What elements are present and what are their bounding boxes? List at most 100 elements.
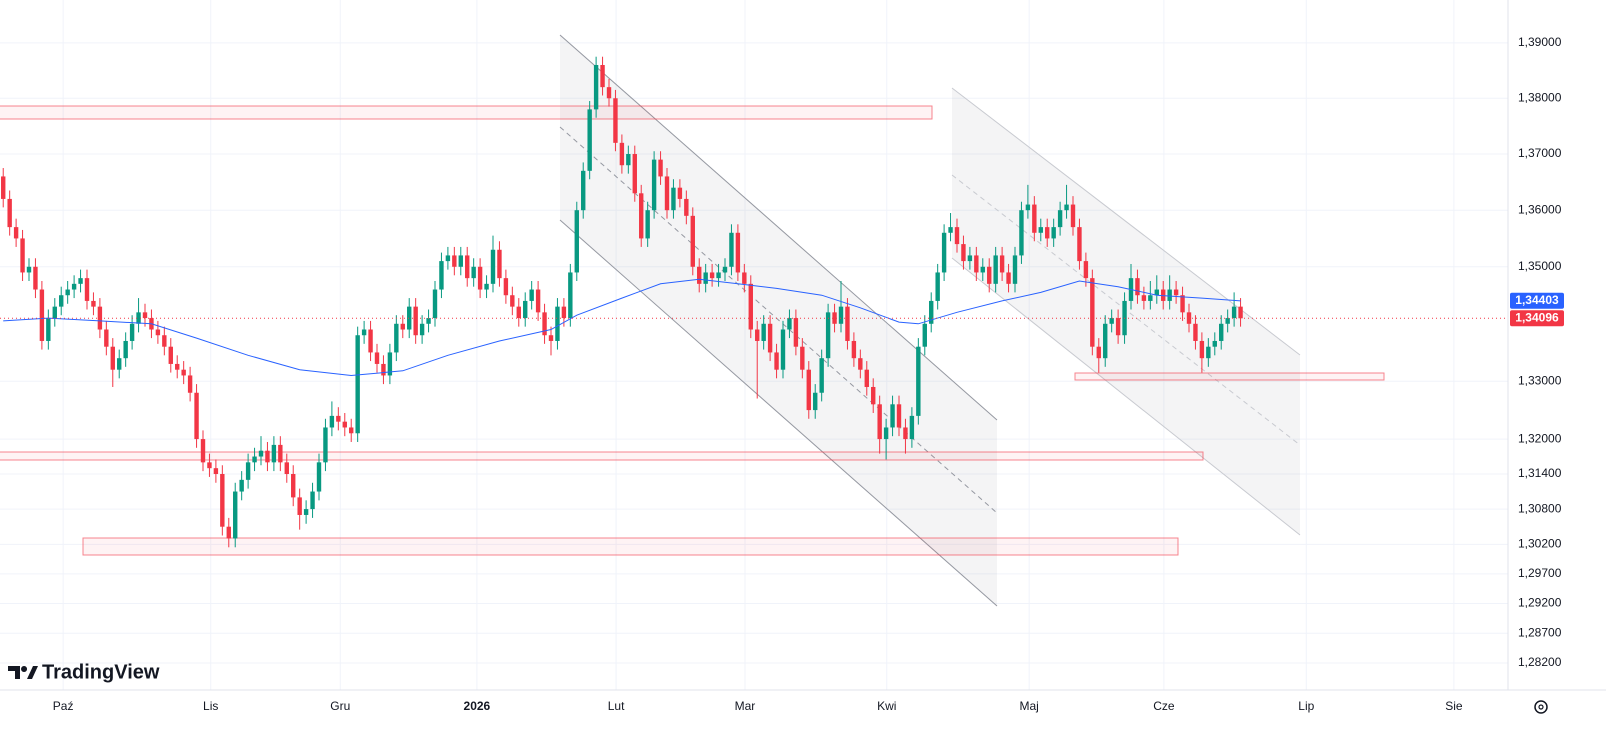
- x-tick-label: Mar: [735, 699, 756, 713]
- x-tick-label: Gru: [330, 699, 350, 713]
- candle-body: [155, 329, 161, 336]
- candle-body: [606, 87, 612, 99]
- candle-body: [239, 479, 244, 492]
- candle-body: [548, 335, 554, 341]
- candle-body: [1006, 272, 1011, 284]
- candle-body: [523, 300, 528, 319]
- candle-body: [1238, 306, 1243, 319]
- x-tick-label: Lis: [203, 699, 218, 713]
- candle-body: [471, 266, 476, 279]
- candle-body: [33, 266, 38, 290]
- candle-body: [916, 346, 921, 416]
- zone: [0, 105, 933, 120]
- candle-body: [271, 444, 277, 463]
- candle-body: [929, 300, 934, 324]
- candle-body: [252, 456, 257, 463]
- y-tick-label: 1,33000: [1518, 373, 1562, 387]
- candle-body: [658, 159, 663, 177]
- candle-body: [207, 462, 212, 469]
- y-tick-label: 1,38000: [1518, 90, 1562, 104]
- candle-body: [46, 318, 51, 341]
- candle-body: [413, 306, 418, 336]
- candle-body: [291, 474, 296, 498]
- candle-body: [1038, 227, 1043, 233]
- candle-body: [1115, 318, 1121, 336]
- logo: TradingView: [8, 661, 160, 683]
- gear[interactable]: [1534, 700, 1548, 714]
- candle-body: [561, 306, 567, 319]
- candle-body: [91, 300, 96, 307]
- zone: [82, 537, 1179, 556]
- candle-body: [117, 358, 122, 370]
- candle-body: [200, 439, 206, 463]
- candle-body: [664, 176, 670, 211]
- logo-icon: [8, 666, 38, 679]
- candle-body: [626, 154, 631, 166]
- candle-body: [806, 369, 811, 411]
- candle-body: [426, 318, 431, 324]
- y-tick-label: 1,30800: [1518, 501, 1562, 515]
- channel-line: [559, 34, 998, 421]
- candle-body: [922, 323, 927, 347]
- zone: [0, 451, 1204, 461]
- candle-body: [619, 142, 625, 166]
- candle-body: [458, 255, 463, 267]
- candle-body: [1135, 278, 1140, 296]
- candle-body: [703, 272, 708, 284]
- candle-body: [690, 215, 695, 267]
- candle-body: [110, 346, 115, 370]
- y-tick-label: 1,29700: [1518, 566, 1562, 580]
- candle-body: [65, 289, 70, 296]
- candle-body: [194, 392, 199, 440]
- moving-average: [3, 278, 1241, 377]
- y-tick-label: 1,30200: [1518, 537, 1562, 551]
- candle-body: [1090, 278, 1095, 347]
- candle-body: [316, 462, 322, 492]
- candle-body: [484, 283, 489, 290]
- candle-body: [787, 318, 792, 330]
- candle-body: [233, 491, 238, 539]
- candle-body: [1096, 346, 1101, 359]
- candle-body: [896, 404, 902, 428]
- candle-body: [349, 427, 354, 434]
- candle-body: [767, 323, 773, 353]
- candle-body: [52, 306, 57, 319]
- candle-body: [20, 238, 25, 273]
- candle-body: [1070, 204, 1076, 228]
- candle-body: [516, 306, 521, 319]
- gear-center[interactable]: [1538, 704, 1544, 710]
- candle-body: [136, 312, 141, 324]
- candle-body: [967, 255, 973, 262]
- candle-body: [329, 415, 335, 428]
- candle-body: [1032, 204, 1037, 233]
- candle-body: [748, 283, 753, 330]
- candle-body: [581, 170, 586, 211]
- candle-body: [954, 227, 960, 245]
- candle-body: [445, 255, 451, 262]
- candle-body: [490, 249, 496, 284]
- candle-body: [639, 193, 644, 239]
- candle-body: [497, 249, 502, 279]
- x-tick-label: Paź: [53, 699, 74, 713]
- candle-body: [722, 266, 728, 273]
- candle-body: [697, 266, 702, 284]
- candle-body: [974, 255, 979, 273]
- candle-body: [909, 415, 915, 440]
- candle-body: [162, 335, 167, 347]
- settings-icon[interactable]: [1534, 700, 1548, 714]
- marks: [0, 56, 1508, 548]
- candle-body: [1077, 227, 1082, 262]
- channel-line: [951, 257, 1301, 536]
- y-tick-label: 1,39000: [1518, 35, 1562, 49]
- grid: [0, 0, 1508, 690]
- candle-body: [858, 358, 863, 370]
- candle-body: [1231, 306, 1237, 319]
- drawings: [0, 34, 1385, 607]
- candle-body: [1199, 340, 1205, 359]
- candle-body: [368, 329, 373, 353]
- y-tick-label: 1,31400: [1518, 466, 1562, 480]
- candle-body: [774, 352, 779, 370]
- candle-body: [342, 421, 347, 428]
- candle-body: [999, 255, 1005, 273]
- candle-body: [181, 369, 186, 376]
